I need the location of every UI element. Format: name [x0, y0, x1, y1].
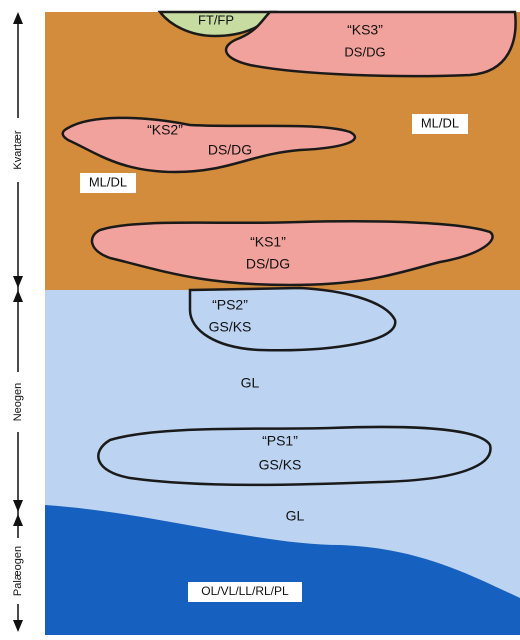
lens-label: FT/FP [198, 12, 234, 27]
unit-label: ML/DL [421, 115, 459, 130]
lens-name: “KS3” [347, 22, 383, 38]
unit-label: GL [286, 508, 305, 524]
lens-label: DS/DG [246, 256, 290, 272]
lens-name: “PS2” [212, 297, 248, 313]
lens-label: GS/KS [259, 457, 302, 473]
unit-label: OL/VL/LL/RL/PL [201, 584, 289, 598]
lens-label: GS/KS [209, 319, 252, 335]
unit-label: GL [241, 375, 260, 391]
lens-name: “KS2” [147, 122, 183, 138]
unit-label: ML/DL [89, 174, 127, 189]
period-label: Palæogen [12, 546, 24, 596]
page: {"periods": ["Kvartær", "Neogen", "Palæo… [0, 0, 520, 635]
lens-name: “PS1” [262, 433, 298, 449]
diagram: FT/FP “KS3” DS/DG “KS2” DS/DG ML/DL ML/D… [0, 0, 520, 635]
lens-label: DS/DG [344, 44, 385, 59]
lens-label: DS/DG [208, 142, 252, 158]
period-label: Neogen [12, 383, 24, 422]
lens-name: “KS1” [250, 234, 286, 250]
period-label: Kvartær [12, 130, 24, 169]
